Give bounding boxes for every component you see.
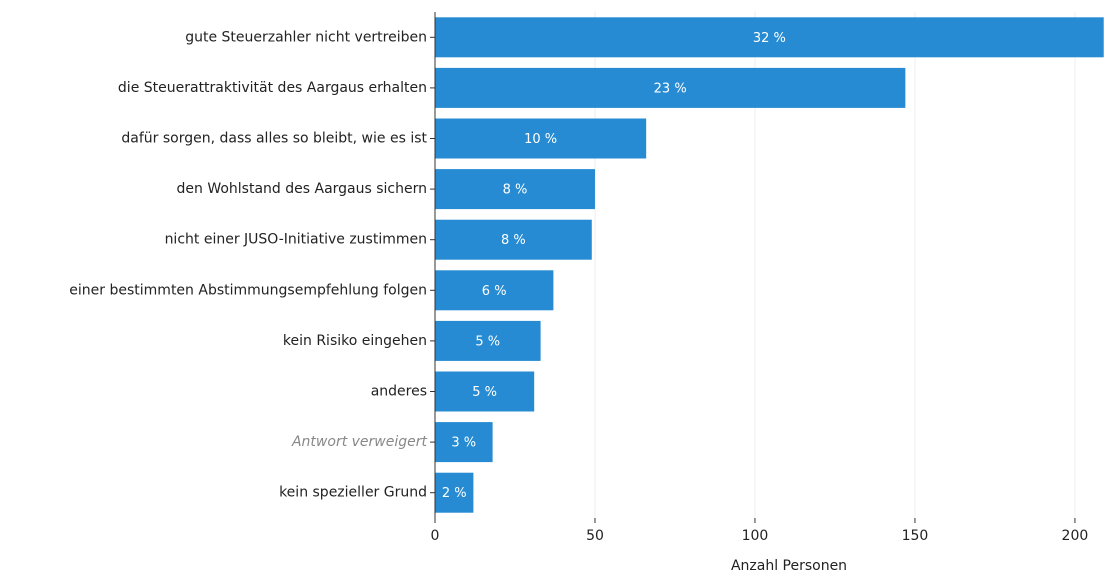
y-tick-label: kein Risiko eingehen: [283, 333, 427, 349]
value-label: 6 %: [482, 284, 507, 299]
y-tick-label: Antwort verweigert: [291, 434, 428, 450]
x-tick-label: 0: [431, 528, 440, 544]
value-label: 32 %: [753, 31, 786, 46]
x-tick-label: 50: [586, 528, 604, 544]
y-tick-label: anderes: [371, 384, 427, 400]
value-label: 5 %: [475, 334, 500, 349]
y-tick-label: dafür sorgen, dass alles so bleibt, wie …: [121, 131, 427, 147]
bar: [435, 472, 474, 513]
bar: [435, 371, 535, 412]
value-label: 8 %: [501, 233, 526, 248]
y-tick-label: nicht einer JUSO-Initiative zustimmen: [165, 232, 427, 248]
bar: [435, 67, 906, 108]
value-label: 5 %: [472, 385, 497, 400]
y-tick-label: gute Steuerzahler nicht vertreiben: [185, 29, 427, 45]
x-axis-title: Anzahl Personen: [731, 558, 847, 574]
bar: [435, 219, 592, 260]
bar: [435, 118, 647, 159]
value-label: 2 %: [442, 486, 467, 501]
x-tick-label: 150: [902, 528, 929, 544]
value-label: 8 %: [503, 183, 528, 198]
y-tick-label: kein spezieller Grund: [279, 485, 427, 501]
value-label: 10 %: [524, 132, 557, 147]
value-label: 3 %: [451, 436, 476, 451]
x-tick-label: 200: [1062, 528, 1089, 544]
y-tick-label: einer bestimmten Abstimmungsempfehlung f…: [69, 282, 427, 298]
bar: [435, 320, 541, 361]
y-tick-label: die Steuerattraktivität des Aargaus erha…: [118, 80, 427, 96]
bar: [435, 422, 493, 463]
bar: [435, 17, 1104, 58]
x-tick-label: 100: [742, 528, 769, 544]
value-label: 23 %: [654, 81, 687, 96]
y-tick-label: den Wohlstand des Aargaus sichern: [177, 181, 428, 197]
bar: [435, 270, 554, 311]
bar: [435, 169, 595, 210]
